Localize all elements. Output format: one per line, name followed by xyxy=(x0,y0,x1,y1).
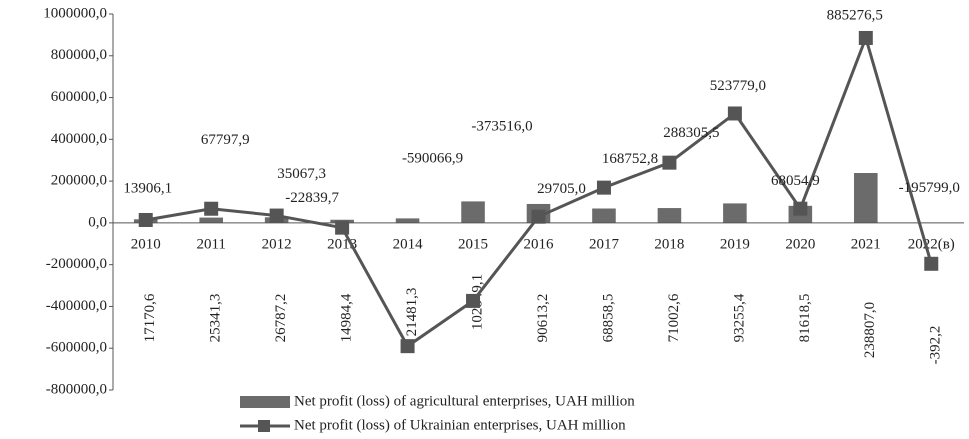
marker xyxy=(138,212,153,227)
y-tick-label: -200000,0 xyxy=(46,256,107,272)
bar-value-label: 21481,3 xyxy=(404,288,420,337)
bar-value-label: 14984,4 xyxy=(339,293,355,342)
marker xyxy=(335,220,350,235)
x-tick-label: 2011 xyxy=(196,236,225,252)
x-tick-label: 2012 xyxy=(262,236,292,252)
marker xyxy=(204,201,219,216)
y-tick-label: 400000,0 xyxy=(51,131,107,147)
marker xyxy=(662,155,677,170)
x-tick-label: 2021 xyxy=(851,236,881,252)
y-tick-label: -800000,0 xyxy=(46,381,107,397)
line-value-label: 67797,9 xyxy=(201,132,250,148)
y-tick-label: 600000,0 xyxy=(51,89,107,105)
bar xyxy=(854,173,878,223)
line-value-label: 29705,0 xyxy=(537,181,586,197)
x-tick-label: 2018 xyxy=(654,236,684,252)
bar-value-label: 25341,3 xyxy=(208,294,224,343)
y-tick-label: 800000,0 xyxy=(51,47,107,63)
bar xyxy=(723,203,747,223)
line-value-label: 288305,5 xyxy=(663,125,719,141)
bar xyxy=(657,208,682,223)
line-value-label: 68054,9 xyxy=(771,173,820,189)
marker xyxy=(924,256,939,271)
marker xyxy=(858,30,873,45)
x-tick-label: 2014 xyxy=(393,236,424,252)
marker xyxy=(400,339,415,354)
bar xyxy=(461,201,485,223)
line-value-label: 885276,5 xyxy=(827,7,883,23)
bar xyxy=(592,208,616,223)
line-value-label: -373516,0 xyxy=(471,118,532,134)
bar-value-label: 17170,6 xyxy=(142,293,158,342)
x-tick-label: 2016 xyxy=(524,236,555,252)
x-tick-label: 2010 xyxy=(131,236,161,252)
y-tick-label: 0,0 xyxy=(88,214,107,230)
marker xyxy=(727,106,742,121)
bar-value-label: 68858,5 xyxy=(600,294,616,343)
marker xyxy=(793,201,808,216)
marker xyxy=(466,293,481,308)
bar-value-label: 71002,6 xyxy=(666,293,682,342)
line-value-label: 35067,3 xyxy=(277,166,326,182)
bar-value-label: 81618,5 xyxy=(797,294,813,343)
marker xyxy=(596,180,611,195)
y-tick-label: -400000,0 xyxy=(46,298,107,314)
x-tick-label: 2019 xyxy=(720,236,750,252)
line-value-label: -22839,7 xyxy=(285,190,339,206)
bar xyxy=(199,217,223,223)
y-tick-label: -600000,0 xyxy=(46,340,107,356)
legend-label: Net profit (loss) of agricultural enterp… xyxy=(294,393,635,409)
line-value-label: 13906,1 xyxy=(123,180,172,196)
legend-label: Net profit (loss) of Ukrainian enterpris… xyxy=(294,417,626,433)
bar-value-label: 90613,2 xyxy=(535,294,551,343)
bar-value-label: 238807,0 xyxy=(862,302,878,358)
y-tick-label: 200000,0 xyxy=(51,173,107,189)
line-value-label: 523779,0 xyxy=(710,78,766,94)
legend-swatch xyxy=(240,396,290,408)
bar xyxy=(395,218,420,223)
x-tick-label: 2017 xyxy=(589,236,620,252)
x-tick-label: 2022(в) xyxy=(908,236,955,252)
bar-value-label: 26787,2 xyxy=(273,294,289,343)
marker xyxy=(269,208,284,223)
bar-value-label: -392,2 xyxy=(928,326,944,365)
y-tick-label: 1000000,0 xyxy=(43,5,107,21)
bar-value-label: 93255,4 xyxy=(731,293,747,342)
line-value-label: -590066,9 xyxy=(402,151,463,167)
line-value-label: -195799,0 xyxy=(899,180,960,196)
legend-marker xyxy=(258,420,270,432)
marker xyxy=(531,209,546,224)
x-tick-label: 2020 xyxy=(785,236,815,252)
x-tick-label: 2015 xyxy=(458,236,488,252)
line-value-label: 168752,8 xyxy=(602,151,658,167)
